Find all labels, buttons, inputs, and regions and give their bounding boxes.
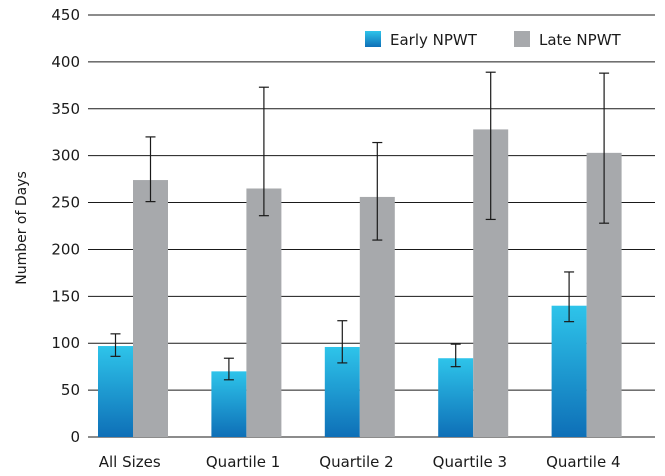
legend-swatch-late bbox=[514, 31, 530, 47]
x-tick-label: Quartile 3 bbox=[433, 453, 507, 471]
error-bar-early bbox=[450, 343, 461, 368]
bar-early bbox=[551, 305, 587, 437]
error-bar-late bbox=[599, 72, 610, 224]
bar-late bbox=[133, 180, 168, 437]
y-tick-label: 100 bbox=[51, 334, 80, 352]
error-bars bbox=[110, 71, 610, 381]
error-bar-early bbox=[223, 357, 234, 381]
legend-label-early: Early NPWT bbox=[390, 31, 478, 49]
x-axis-ticks: All Sizes Quartile 1 Quartile 2 Quartile 3 Q… bbox=[99, 453, 621, 471]
y-tick-label: 0 bbox=[70, 428, 80, 446]
y-tick-label: 250 bbox=[51, 194, 80, 212]
x-tick-label: Quartile 1 bbox=[206, 453, 280, 471]
y-tick-label: 400 bbox=[51, 53, 80, 71]
x-tick-label: All Sizes bbox=[99, 453, 161, 471]
error-bar-early bbox=[564, 271, 575, 323]
bar-early bbox=[211, 371, 247, 437]
legend: Early NPWT Late NPWT bbox=[365, 31, 622, 49]
y-tick-label: 200 bbox=[51, 240, 80, 258]
y-axis-label: Number of Days bbox=[14, 171, 30, 285]
x-tick-label: Quartile 4 bbox=[546, 453, 620, 471]
x-tick-label: Quartile 2 bbox=[319, 453, 393, 471]
y-tick-label: 300 bbox=[51, 147, 80, 165]
y-axis-ticks: 0 50 100 150 200 250 300 350 400 450 bbox=[51, 6, 80, 446]
bar-late bbox=[246, 188, 282, 437]
error-bar-late bbox=[485, 71, 496, 221]
bar-early bbox=[98, 346, 133, 437]
bars bbox=[98, 129, 622, 438]
bar-early bbox=[438, 358, 474, 437]
y-tick-label: 50 bbox=[61, 381, 80, 399]
error-bar-early bbox=[110, 333, 121, 357]
y-tick-label: 350 bbox=[51, 100, 80, 118]
error-bar-late bbox=[372, 141, 383, 241]
error-bar-early bbox=[337, 320, 348, 364]
y-tick-label: 150 bbox=[51, 287, 80, 305]
error-bar-late bbox=[258, 86, 269, 217]
error-bar-late bbox=[145, 136, 156, 203]
legend-label-late: Late NPWT bbox=[539, 31, 622, 49]
y-tick-label: 450 bbox=[51, 6, 80, 24]
legend-swatch-early bbox=[365, 31, 381, 47]
